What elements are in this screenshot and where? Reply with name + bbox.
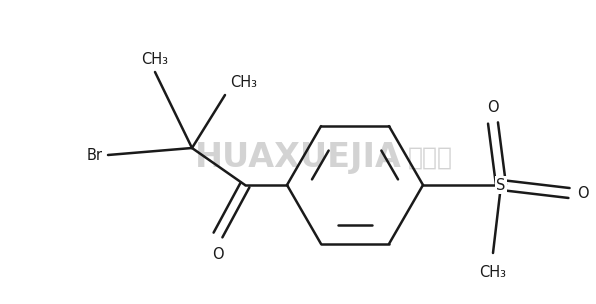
Text: S: S: [496, 178, 505, 192]
Text: Br: Br: [87, 147, 103, 163]
Text: HUAXUEJIA: HUAXUEJIA: [194, 141, 402, 174]
Text: CH₃: CH₃: [480, 265, 507, 280]
Text: O: O: [577, 185, 589, 201]
Text: CH₃: CH₃: [141, 52, 169, 67]
Text: O: O: [487, 100, 499, 115]
Text: 化学加: 化学加: [408, 146, 452, 170]
Text: O: O: [212, 247, 224, 262]
Text: CH₃: CH₃: [230, 75, 257, 90]
